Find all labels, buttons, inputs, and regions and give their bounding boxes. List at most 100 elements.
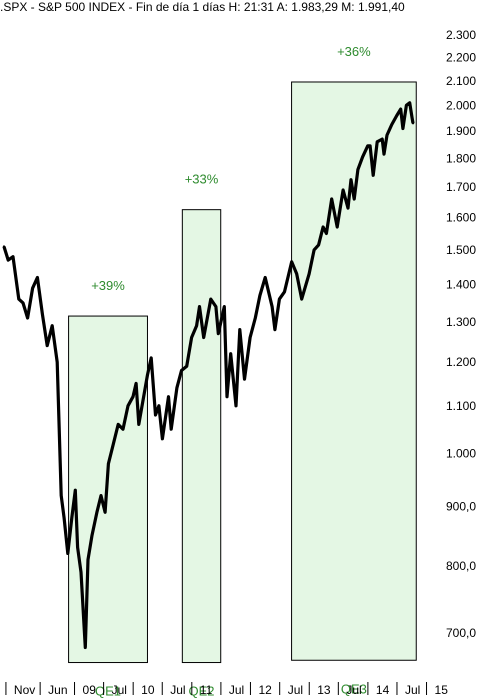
price-point xyxy=(103,511,107,514)
y-tick-label: 1.200 xyxy=(446,355,476,369)
qe-boxes: +39% QE1 +33% QE2 +36% QE3 xyxy=(68,44,417,698)
price-point xyxy=(290,260,293,263)
price-point xyxy=(273,328,277,331)
x-tick-label: Nov xyxy=(14,683,35,697)
y-tick-label: 1.800 xyxy=(446,151,476,165)
price-point xyxy=(254,316,257,320)
price-point xyxy=(341,188,345,192)
x-tick-label: Jul xyxy=(405,683,420,697)
qe-gain-label-3: +36% xyxy=(337,44,371,59)
price-point xyxy=(185,365,188,368)
price-point xyxy=(137,423,140,426)
price-point xyxy=(154,413,157,417)
price-point xyxy=(70,516,73,520)
x-tick-label: 09 xyxy=(83,683,97,697)
price-point xyxy=(17,297,20,301)
price-point xyxy=(59,494,63,497)
price-point xyxy=(264,276,267,279)
price-point xyxy=(214,305,218,308)
x-tick-label: 13 xyxy=(317,683,331,697)
price-point xyxy=(84,646,87,649)
price-point xyxy=(248,336,252,339)
price-point xyxy=(175,386,179,390)
price-point xyxy=(170,427,173,431)
price-series xyxy=(2,101,415,650)
price-point xyxy=(180,369,183,372)
x-tick-label: 12 xyxy=(258,683,272,697)
price-point xyxy=(312,248,316,252)
price-point xyxy=(50,324,54,327)
price-point xyxy=(74,488,77,492)
price-point xyxy=(410,116,414,120)
price-point xyxy=(121,427,125,431)
price-point xyxy=(356,168,360,171)
price-point xyxy=(300,297,303,301)
price-point xyxy=(117,423,120,426)
y-axis: 2.300 2.200 2.100 2.000 1.900 1.800 1.700 1.600… xyxy=(446,28,476,640)
price-point xyxy=(336,225,339,229)
price-point xyxy=(382,152,386,156)
qe-box-label-1: QE1 xyxy=(95,684,121,698)
price-point xyxy=(55,360,59,364)
price-point xyxy=(349,178,353,181)
price-point xyxy=(190,336,193,339)
price-point xyxy=(395,114,399,117)
price-point xyxy=(390,123,394,126)
x-tick-label: Jul xyxy=(112,683,127,697)
price-point xyxy=(157,404,161,407)
y-tick-label: 800,0 xyxy=(446,559,476,573)
price-point xyxy=(346,206,350,210)
price-point xyxy=(62,516,66,520)
price-point xyxy=(401,127,405,130)
y-tick-label: 900,0 xyxy=(446,500,476,514)
price-point xyxy=(371,174,375,177)
price-point xyxy=(229,352,232,355)
price-point xyxy=(317,243,320,247)
price-point xyxy=(368,144,372,148)
price-point xyxy=(307,272,311,276)
y-tick-label: 1.100 xyxy=(446,399,476,413)
price-point xyxy=(76,546,79,549)
price-point xyxy=(26,316,29,320)
price-point xyxy=(66,552,69,555)
price-point xyxy=(399,107,402,111)
price-point xyxy=(376,140,379,143)
x-axis: Nov Jun 09 Jul 10 Jul 11 Jul 12 Jul 13 Jul 14 Jul 15 xyxy=(5,682,449,697)
price-point xyxy=(411,122,415,125)
price-point xyxy=(380,137,384,141)
price-point xyxy=(146,373,149,376)
y-tick-label: 1.300 xyxy=(446,315,476,329)
price-point xyxy=(283,290,286,294)
y-tick-label: 700,0 xyxy=(446,626,476,640)
price-point xyxy=(11,255,15,258)
y-tick-label: 1.900 xyxy=(446,124,476,138)
x-tick-label: Jul xyxy=(288,683,303,697)
price-point xyxy=(238,328,242,331)
x-tick-label: 10 xyxy=(141,683,155,697)
price-point xyxy=(223,305,226,308)
price-point xyxy=(41,312,44,316)
y-tick-label: 1.600 xyxy=(446,210,476,224)
price-point xyxy=(86,558,90,561)
x-tick-label: 14 xyxy=(376,683,390,697)
price-point xyxy=(405,104,408,107)
price-point xyxy=(202,336,205,339)
price-point xyxy=(385,133,389,137)
price-point xyxy=(31,286,34,290)
x-tick-label: Jul xyxy=(346,683,361,697)
y-tick-label: 1.400 xyxy=(446,278,476,292)
x-tick-label: 15 xyxy=(435,683,449,697)
price-point xyxy=(46,344,49,347)
qe-box-label-3: QE3 xyxy=(341,681,367,696)
y-tick-label: 1.700 xyxy=(446,180,476,194)
price-point xyxy=(258,294,262,297)
price-point xyxy=(134,382,138,385)
price-point xyxy=(198,305,201,308)
price-point xyxy=(217,332,220,335)
price-point xyxy=(353,197,356,201)
qe-gain-label-1: +39% xyxy=(91,278,125,293)
price-point xyxy=(330,197,333,201)
price-point xyxy=(112,442,115,445)
qe-box-3 xyxy=(291,81,417,661)
